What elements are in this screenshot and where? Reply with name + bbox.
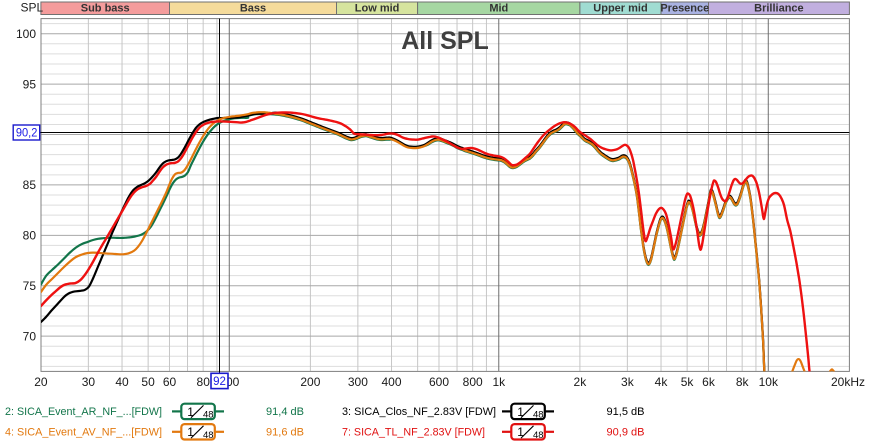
- svg-text:Bass: Bass: [240, 3, 266, 15]
- svg-text:Low mid: Low mid: [355, 3, 400, 15]
- svg-text:48: 48: [203, 430, 214, 441]
- svg-text:1k: 1k: [492, 375, 506, 389]
- svg-text:1: 1: [187, 405, 194, 419]
- svg-text:75: 75: [23, 279, 37, 293]
- svg-text:48: 48: [533, 430, 544, 441]
- svg-text:2k: 2k: [574, 375, 588, 389]
- svg-text:80: 80: [23, 229, 37, 243]
- svg-text:4k: 4k: [655, 375, 669, 389]
- svg-text:Presence: Presence: [660, 3, 709, 15]
- svg-text:90,2: 90,2: [16, 128, 38, 140]
- svg-text:3k: 3k: [621, 375, 635, 389]
- svg-text:91,5 dB: 91,5 dB: [607, 406, 645, 418]
- svg-text:70: 70: [23, 329, 37, 343]
- svg-text:8k: 8k: [736, 375, 750, 389]
- svg-text:Brilliance: Brilliance: [754, 3, 804, 15]
- svg-text:91,6 dB: 91,6 dB: [266, 426, 304, 438]
- svg-text:All SPL: All SPL: [401, 27, 489, 55]
- svg-text:20kHz: 20kHz: [831, 375, 865, 389]
- svg-text:2: SICA_Event_AR_NF_...[FDW]: 2: SICA_Event_AR_NF_...[FDW]: [5, 406, 162, 418]
- svg-text:6k: 6k: [702, 375, 716, 389]
- svg-text:Mid: Mid: [489, 3, 508, 15]
- svg-text:85: 85: [23, 178, 37, 192]
- svg-text:48: 48: [203, 409, 214, 420]
- svg-text:50: 50: [141, 375, 155, 389]
- svg-text:5k: 5k: [681, 375, 695, 389]
- svg-text:1: 1: [187, 425, 194, 439]
- svg-text:1: 1: [517, 405, 524, 419]
- svg-text:80: 80: [197, 375, 211, 389]
- svg-text:91,4 dB: 91,4 dB: [266, 406, 304, 418]
- svg-text:Sub bass: Sub bass: [81, 3, 130, 15]
- svg-text:95: 95: [23, 77, 37, 91]
- svg-text:20: 20: [34, 375, 48, 389]
- svg-text:40: 40: [115, 375, 129, 389]
- svg-text:200: 200: [300, 375, 320, 389]
- svg-text:1: 1: [517, 425, 524, 439]
- svg-text:60: 60: [163, 375, 177, 389]
- svg-text:100: 100: [16, 27, 36, 41]
- svg-text:90,9 dB: 90,9 dB: [607, 426, 645, 438]
- svg-text:600: 600: [429, 375, 449, 389]
- svg-text:400: 400: [381, 375, 401, 389]
- svg-text:SPL: SPL: [21, 0, 44, 14]
- svg-text:800: 800: [463, 375, 483, 389]
- svg-text:92: 92: [213, 376, 226, 388]
- svg-text:Upper mid: Upper mid: [593, 3, 647, 15]
- svg-text:30: 30: [82, 375, 96, 389]
- svg-text:3: SICA_Clos_NF_2.83V [FDW]: 3: SICA_Clos_NF_2.83V [FDW]: [342, 406, 496, 418]
- svg-text:48: 48: [533, 409, 544, 420]
- svg-text:4: SICA_Event_AV_NF_...[FDW]: 4: SICA_Event_AV_NF_...[FDW]: [5, 426, 162, 438]
- svg-text:7: SICA_TL_NF_2.83V [FDW]: 7: SICA_TL_NF_2.83V [FDW]: [342, 426, 485, 438]
- svg-text:10k: 10k: [759, 375, 779, 389]
- svg-text:300: 300: [348, 375, 368, 389]
